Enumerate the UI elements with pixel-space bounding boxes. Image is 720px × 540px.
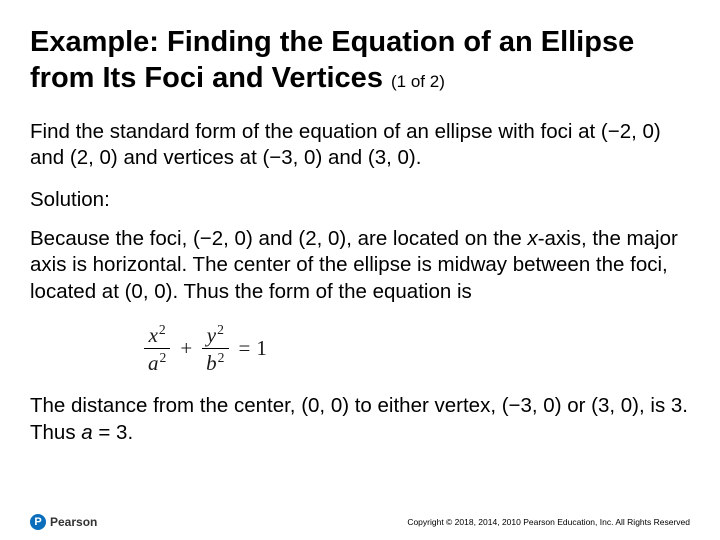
problem-statement: Find the standard form of the equation o… (30, 119, 690, 172)
a-var: a (81, 421, 92, 444)
denominator-b2: b2 (202, 350, 228, 375)
slide-title: Example: Finding the Equation of an Elli… (30, 24, 690, 97)
pearson-logo: P Pearson (30, 514, 97, 530)
numerator-x2: x2 (145, 322, 170, 347)
explanation-para-2: The distance from the center, (0, 0) to … (30, 393, 690, 446)
title-pagepart: (1 of 2) (391, 72, 445, 91)
numerator-y2: y2 (203, 322, 228, 347)
footer: P Pearson Copyright © 2018, 2014, 2010 P… (30, 514, 690, 530)
fraction-bar (202, 348, 228, 349)
denominator-a2: a2 (144, 350, 170, 375)
explanation2-b: = 3. (93, 421, 133, 444)
plus-operator: + (180, 336, 192, 361)
equation-rhs: 1 (256, 336, 267, 361)
fraction-bar (144, 348, 170, 349)
solution-label: Solution: (30, 188, 690, 212)
fraction-y2-b2: y2 b2 (202, 322, 228, 375)
logo-brand-text: Pearson (50, 515, 97, 529)
explanation-para-1: Because the foci, (−2, 0) and (2, 0), ar… (30, 226, 690, 306)
ellipse-equation: x2 a2 + y2 b2 = 1 (140, 322, 690, 375)
copyright-text: Copyright © 2018, 2014, 2010 Pearson Edu… (407, 517, 690, 527)
title-main: Example: Finding the Equation of an Elli… (30, 26, 634, 94)
x-axis-var: x (527, 227, 537, 250)
explanation1-a: Because the foci, (−2, 0) and (2, 0), ar… (30, 227, 527, 250)
logo-circle-icon: P (30, 514, 46, 530)
fraction-x2-a2: x2 a2 (144, 322, 170, 375)
equals-operator: = (239, 336, 251, 361)
